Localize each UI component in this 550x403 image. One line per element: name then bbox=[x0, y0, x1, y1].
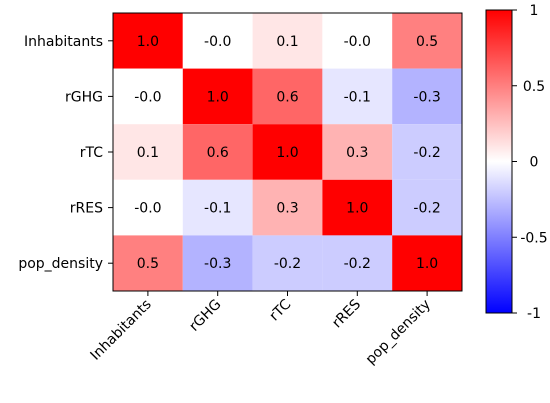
cell-value-label: -0.0 bbox=[134, 201, 161, 217]
cell-value-label: -0.0 bbox=[204, 34, 231, 50]
heatmap-cell bbox=[392, 124, 462, 180]
heatmap-cell bbox=[392, 179, 462, 236]
heatmap-cell bbox=[182, 68, 253, 125]
y-tick-label: Inhabitants bbox=[24, 34, 103, 50]
heatmap-cell bbox=[392, 68, 462, 125]
heatmap-cell bbox=[113, 124, 183, 180]
heatmap-cell bbox=[113, 68, 183, 125]
heatmap-cell bbox=[182, 124, 253, 180]
x-tick-label: rTC bbox=[267, 296, 295, 324]
heatmap-cell bbox=[252, 13, 323, 69]
heatmap-cell-labels: 1.0 -0.0 0.1 -0.0 0.5 -0.0 1.0 0.6 -0.1 -0.3 0.1 0.… bbox=[134, 34, 441, 272]
y-tick-label: rTC bbox=[80, 145, 103, 161]
cell-value-label: 0.3 bbox=[276, 201, 298, 217]
cell-value-label: 0.1 bbox=[137, 145, 159, 161]
heatmap-cell bbox=[322, 68, 393, 125]
heatmap-cell bbox=[113, 179, 183, 236]
cell-value-label: 0.5 bbox=[137, 256, 159, 272]
heatmap-cell bbox=[113, 13, 183, 69]
heatmap-cell bbox=[322, 179, 393, 236]
heatmap-cells bbox=[113, 13, 462, 291]
y-tick-label: rRES bbox=[70, 201, 103, 217]
heatmap-cell bbox=[322, 124, 393, 180]
colorbar-tick-label: 1 bbox=[530, 3, 539, 19]
cell-value-label: 1.0 bbox=[276, 145, 298, 161]
cell-value-label: 1.0 bbox=[346, 201, 368, 217]
cell-value-label: -0.2 bbox=[274, 256, 301, 272]
colorbar-tick-label: 0.5 bbox=[523, 79, 545, 95]
x-tick-label: rRES bbox=[329, 296, 364, 331]
heatmap-cell bbox=[182, 179, 253, 236]
cell-value-label: -0.1 bbox=[204, 201, 231, 217]
heatmap-cell bbox=[252, 179, 323, 236]
colorbar-tick-label: -1 bbox=[527, 306, 541, 322]
heatmap-cell bbox=[252, 68, 323, 125]
heatmap-cell bbox=[252, 235, 323, 291]
heatmap-cell bbox=[182, 13, 253, 69]
cell-value-label: 0.5 bbox=[416, 34, 438, 50]
cell-value-label: -0.3 bbox=[204, 256, 231, 272]
cell-value-label: -0.0 bbox=[134, 89, 161, 105]
cell-value-label: 1.0 bbox=[207, 89, 229, 105]
cell-value-label: 0.1 bbox=[276, 34, 298, 50]
y-tick-label: pop_density bbox=[18, 256, 103, 272]
colorbar-tick-label: -0.5 bbox=[520, 230, 547, 246]
colorbar: 1 0.5 0 -0.5 -1 bbox=[485, 3, 548, 322]
colorbar-tick-label: 0 bbox=[530, 155, 539, 171]
cell-value-label: -0.2 bbox=[344, 256, 371, 272]
heatmap-cell bbox=[322, 235, 393, 291]
heatmap-cell bbox=[392, 235, 462, 291]
x-tick-label: rGHG bbox=[186, 297, 224, 335]
cell-value-label: -0.2 bbox=[413, 145, 440, 161]
cell-value-label: 1.0 bbox=[416, 256, 438, 272]
cell-value-label: -0.1 bbox=[344, 89, 371, 105]
cell-value-label: 0.6 bbox=[207, 145, 229, 161]
cell-value-label: 0.3 bbox=[346, 145, 368, 161]
cell-value-label: 1.0 bbox=[137, 34, 159, 50]
heatmap-cell bbox=[182, 235, 253, 291]
heatmap-cell bbox=[392, 13, 462, 69]
heatmap-cell bbox=[322, 13, 393, 69]
x-tick-label: pop_density bbox=[363, 297, 434, 368]
heatmap-cell bbox=[252, 124, 323, 180]
cell-value-label: -0.0 bbox=[344, 34, 371, 50]
x-tick-label: Inhabitants bbox=[88, 297, 155, 364]
colorbar-gradient bbox=[485, 9, 513, 314]
cell-value-label: -0.2 bbox=[413, 201, 440, 217]
y-axis: Inhabitants rGHG rTC rRES pop_density bbox=[18, 34, 113, 272]
heatmap-cell bbox=[113, 235, 183, 291]
cell-value-label: -0.3 bbox=[413, 89, 440, 105]
cell-value-label: 0.6 bbox=[276, 89, 298, 105]
y-tick-label: rGHG bbox=[65, 89, 103, 105]
